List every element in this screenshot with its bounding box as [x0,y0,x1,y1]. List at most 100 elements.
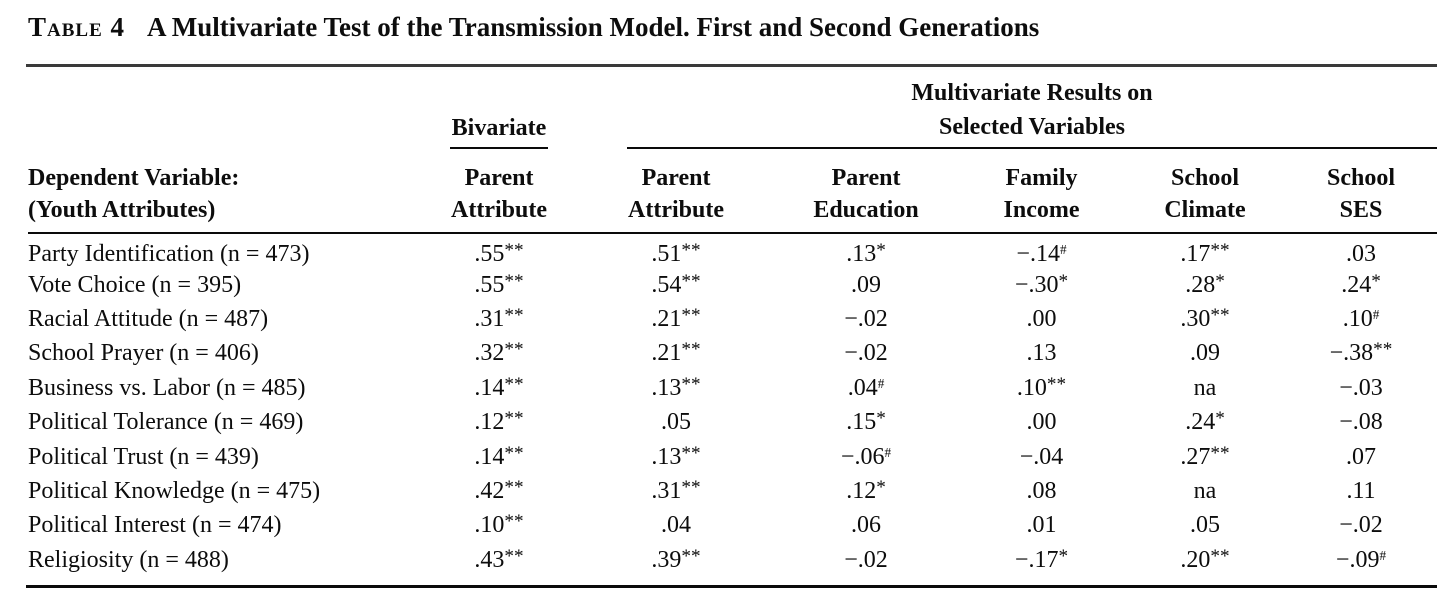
coefficient-value: .24 [1341,271,1372,298]
value-cell: −.38** [1285,336,1437,370]
coefficient-value: −.38 [1329,340,1374,367]
value-cell: .21** [578,302,774,336]
value-cell: .10# [1285,302,1437,336]
coefficient-value: −.17 [1014,546,1059,573]
coefficient-value: .31 [651,477,682,504]
value-cell: .24* [1125,405,1285,439]
value-cell: .31** [420,302,578,336]
value-cell: −.02 [1285,508,1437,542]
value-cell: .06 [774,508,958,542]
table-row: Political Knowledge (n = 475) .42** .31**.… [28,474,1437,508]
column-header: Family Income [958,149,1125,234]
significance-marker: ** [1210,442,1230,464]
column-header: Parent Attribute [578,149,774,234]
value-cell: .11 [1285,474,1437,508]
coefficient-value: .04 [661,512,691,539]
table-row: Vote Choice (n = 395) .55** .54** .09 −.30*.… [28,267,1437,301]
table-title-text: A Multivariate Test of the Transmission … [147,12,1040,42]
coefficient-value: na [1193,477,1217,504]
column-header-line2: Attribute [451,197,547,223]
coefficient-value: .20 [1180,546,1211,573]
row-label: Political Tolerance (n = 469) [28,409,304,436]
row-label: Political Knowledge (n = 475) [28,477,321,504]
spanner-blank-cell [28,76,420,149]
value-cell: .07 [1285,439,1437,473]
significance-marker: * [876,477,886,499]
value-cell: .55** [420,233,578,267]
value-cell: .04 [578,508,774,542]
coefficient-value: .12 [474,409,505,436]
coefficient-value: .15 [846,409,877,436]
coefficient-value: −.14 [1016,241,1060,268]
value-cell: .03 [1285,233,1437,267]
column-header-line1: Parent [464,165,534,191]
coefficient-value: .24 [1185,409,1216,436]
coefficient-value: −.09 [1335,546,1380,573]
significance-marker: ** [681,545,701,567]
coefficient-value: .08 [1026,477,1057,504]
coefficient-value: −.02 [1339,512,1383,539]
results-table: Bivariate Multivariate Results on Select… [28,76,1437,577]
coefficient-value: .10 [1016,374,1047,401]
significance-marker: ** [681,442,701,464]
coefficient-value: .13 [1026,340,1057,367]
bivariate-spanner: Bivariate [420,76,578,149]
row-label: Racial Attitude (n = 487) [28,305,269,332]
significance-marker: * [876,240,886,262]
value-cell: .24* [1285,267,1437,301]
coefficient-value: .28 [1185,271,1216,298]
bivariate-spanner-label: Bivariate [449,113,549,149]
value-cell: .00 [958,302,1125,336]
significance-marker: * [1215,408,1225,430]
value-cell: .14** [420,439,578,473]
significance-marker: ** [681,373,701,395]
coefficient-value: .00 [1026,409,1057,436]
multivariate-spanner: Multivariate Results on Selected Variabl… [578,76,1437,149]
value-cell: −.08 [1285,405,1437,439]
multivariate-spanner-line1: Multivariate Results on [911,80,1153,106]
value-cell: .09 [774,267,958,301]
value-cell: .10** [420,508,578,542]
value-cell: −.03 [1285,371,1437,405]
significance-marker: ** [504,442,524,464]
coefficient-value: .11 [1346,477,1376,504]
coefficient-value: .30 [1180,305,1211,332]
significance-marker: ** [504,270,524,292]
row-label: Religiosity (n = 488) [28,546,229,573]
column-header-line2: Climate [1164,197,1246,223]
value-cell: .13** [578,439,774,473]
significance-marker: ** [1210,545,1230,567]
value-cell: .14** [420,371,578,405]
value-cell: .21** [578,336,774,370]
coefficient-value: −.06 [840,443,885,470]
value-cell: .15* [774,405,958,439]
column-header: School Climate [1125,149,1285,234]
value-cell: .55** [420,267,578,301]
table-number-label: Table 4 [28,12,125,42]
column-header-line2: Attribute [628,197,724,223]
coefficient-value: .21 [651,340,682,367]
coefficient-value: −.30 [1014,271,1059,298]
significance-marker: # [1059,241,1067,257]
table-row: Racial Attitude (n = 487) .31** .21** −.02.… [28,302,1437,336]
coefficient-value: .13 [651,374,682,401]
significance-marker: ** [504,511,524,533]
coefficient-value: .09 [1190,340,1220,367]
coefficient-value: .55 [474,241,505,268]
value-cell: .05 [1125,508,1285,542]
table-row: School Prayer (n = 406) .32** .21** −.02.13… [28,336,1437,370]
value-cell: .08 [958,474,1125,508]
value-cell: .30** [1125,302,1285,336]
coefficient-value: .05 [1190,512,1220,539]
significance-marker: ** [681,240,701,262]
significance-marker: ** [1210,305,1230,327]
significance-marker: ** [504,545,524,567]
column-header-row: Dependent Variable: (Youth Attributes) P… [28,149,1437,234]
row-label: Political Trust (n = 439) [28,443,259,470]
coefficient-value: na [1193,374,1217,401]
value-cell: −.17* [958,543,1125,577]
table-row: Political Trust (n = 439) .14** .13** −.06#… [28,439,1437,473]
column-header: Parent Education [774,149,958,234]
coefficient-value: .21 [651,305,682,332]
value-cell: .13** [578,371,774,405]
